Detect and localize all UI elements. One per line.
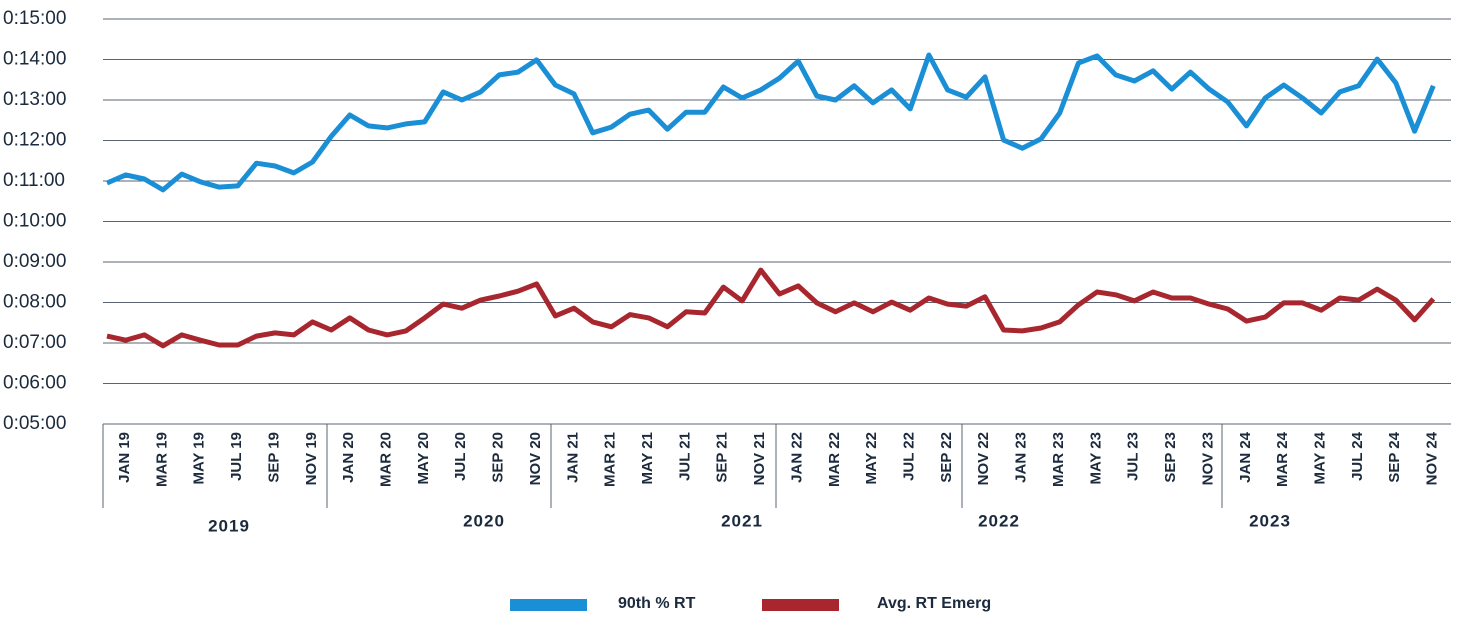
x-tick-label: MAY 22 bbox=[863, 432, 880, 485]
group-label: 2023 bbox=[1249, 511, 1291, 530]
series-line bbox=[106, 52, 1436, 193]
x-tick-label: JAN 20 bbox=[340, 432, 357, 483]
y-tick-label: 0:11:00 bbox=[3, 170, 65, 191]
group-label: 2020 bbox=[463, 511, 505, 530]
x-tick-label: JUL 20 bbox=[452, 432, 469, 481]
series-line bbox=[106, 267, 1436, 349]
legend-swatch bbox=[510, 599, 587, 611]
x-tick-label: JUL 21 bbox=[676, 432, 693, 481]
x-tick-label: JAN 19 bbox=[116, 432, 133, 483]
x-tick-label: MAR 21 bbox=[602, 432, 619, 487]
x-tick-label: MAY 23 bbox=[1087, 432, 1104, 485]
x-tick-label: JAN 22 bbox=[788, 432, 805, 483]
x-tick-label: SEP 21 bbox=[714, 432, 731, 483]
x-tick-label: JUL 23 bbox=[1125, 432, 1142, 481]
x-tick-label: MAR 24 bbox=[1274, 431, 1291, 487]
x-tick-label: MAR 19 bbox=[153, 432, 170, 487]
x-tick-label: NOV 22 bbox=[975, 432, 992, 485]
legend-label: Avg. RT Emerg bbox=[877, 595, 991, 612]
x-tick-label: MAR 23 bbox=[1050, 432, 1067, 487]
x-tick-label: MAY 20 bbox=[415, 432, 432, 485]
x-tick-label: MAY 19 bbox=[191, 432, 208, 485]
x-tick-label: JAN 24 bbox=[1237, 431, 1254, 483]
y-tick-label: 0:15:00 bbox=[3, 8, 66, 29]
x-tick-label: NOV 23 bbox=[1199, 432, 1216, 485]
x-tick-label: SEP 22 bbox=[938, 432, 955, 483]
x-tick-label: JAN 21 bbox=[564, 432, 581, 483]
x-tick-label: NOV 19 bbox=[303, 432, 320, 485]
y-tick-label: 0:05:00 bbox=[3, 413, 66, 434]
y-tick-label: 0:08:00 bbox=[3, 292, 66, 313]
y-tick-label: 0:10:00 bbox=[3, 211, 66, 232]
x-tick-label: NOV 24 bbox=[1424, 431, 1441, 485]
x-tick-label: JUL 22 bbox=[901, 432, 918, 481]
x-tick-label: JUL 24 bbox=[1349, 431, 1366, 481]
x-tick-label: JUL 19 bbox=[228, 432, 245, 481]
y-tick-label: 0:09:00 bbox=[3, 251, 66, 272]
x-tick-label: NOV 21 bbox=[751, 432, 768, 485]
x-tick-label: NOV 20 bbox=[527, 432, 544, 485]
x-tick-label: SEP 24 bbox=[1386, 431, 1403, 482]
group-label: 2022 bbox=[978, 511, 1020, 530]
y-tick-label: 0:14:00 bbox=[3, 49, 66, 70]
y-tick-label: 0:12:00 bbox=[3, 130, 66, 151]
y-tick-label: 0:06:00 bbox=[3, 373, 66, 394]
x-tick-label: MAR 20 bbox=[377, 432, 394, 487]
x-tick-label: MAR 22 bbox=[826, 432, 843, 487]
legend-swatch bbox=[762, 599, 839, 611]
y-tick-label: 0:13:00 bbox=[3, 89, 66, 110]
legend-label: 90th % RT bbox=[618, 595, 696, 612]
x-tick-label: SEP 23 bbox=[1162, 432, 1179, 483]
x-tick-label: MAY 21 bbox=[639, 432, 656, 485]
x-tick-label: SEP 19 bbox=[265, 432, 282, 483]
x-tick-label: SEP 20 bbox=[490, 432, 507, 483]
group-label: 2021 bbox=[721, 511, 763, 530]
x-tick-label: JAN 23 bbox=[1013, 432, 1030, 483]
x-tick-label: MAY 24 bbox=[1311, 431, 1328, 484]
group-label: 2019 bbox=[208, 516, 250, 535]
y-tick-label: 0:07:00 bbox=[3, 332, 66, 353]
